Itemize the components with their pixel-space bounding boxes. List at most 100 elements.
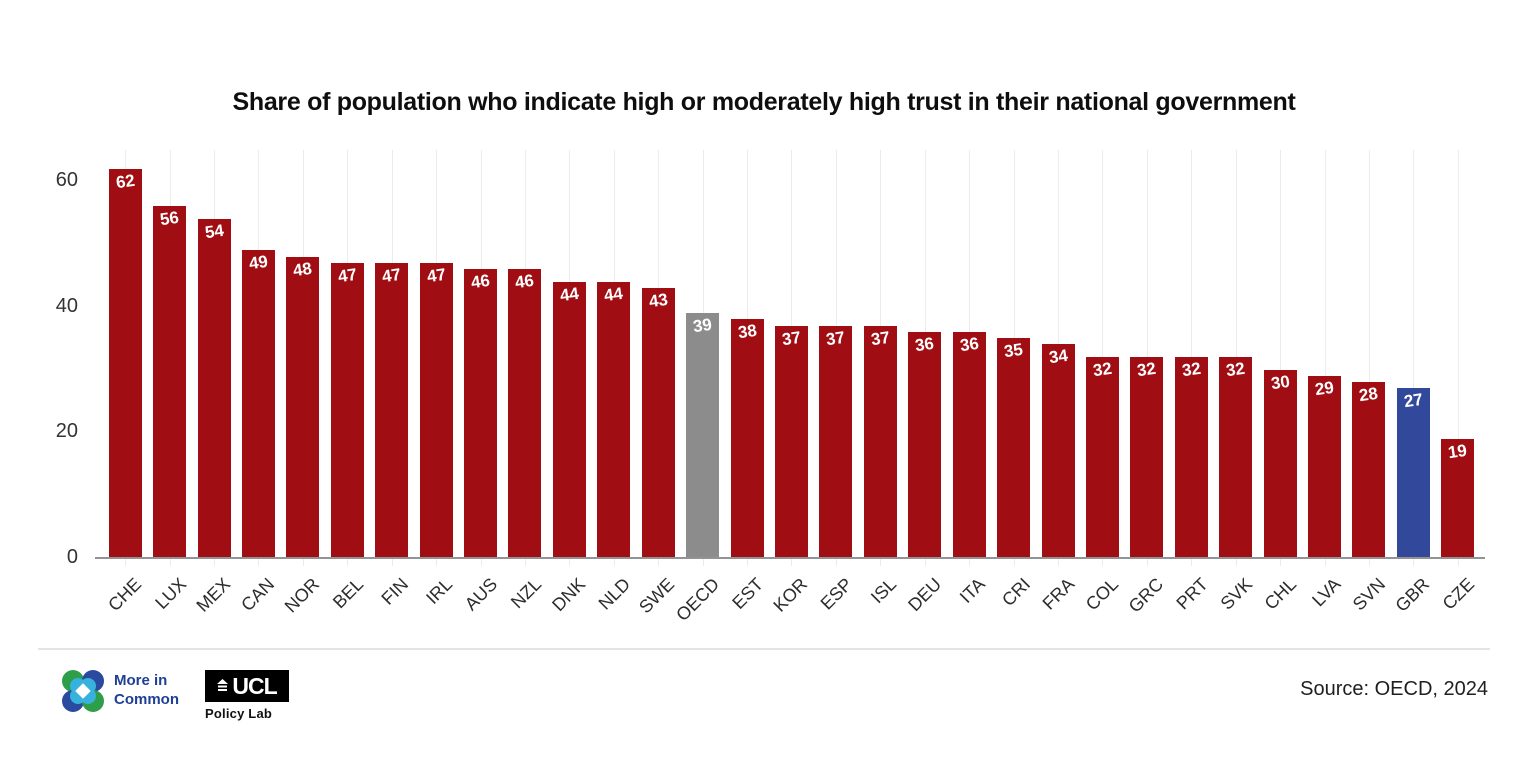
bar-column: 19 CZE: [1436, 150, 1480, 614]
source-caption: Source: OECD, 2024: [1300, 678, 1488, 700]
bar-SVK: 32: [1219, 357, 1253, 558]
x-axis-baseline: [95, 557, 1485, 559]
x-axis-tick-label: NZL: [506, 574, 546, 613]
bar-value-label: 49: [247, 252, 270, 274]
bar-value-label: 34: [1047, 346, 1069, 368]
bar-value-label: 37: [780, 327, 803, 349]
bar-value-label: 36: [958, 333, 980, 356]
vertical-gridline: [1457, 150, 1459, 566]
bar-CAN: 49: [241, 250, 275, 558]
bar-value-label: 47: [336, 264, 358, 287]
bar-chart-plot-area: 62 CHE 56 LUX 54 MEX 49 CAN 48 NOR 47 BEL 47 FIN 47 IRL…: [103, 150, 1480, 625]
bar-column: 38 EST: [725, 150, 769, 613]
x-axis-tick-label: PRT: [1172, 574, 1212, 614]
bar-LUX: 56: [153, 206, 187, 558]
x-axis-tick-label: CRI: [997, 574, 1034, 611]
bar-column: 32 COL: [1080, 150, 1124, 614]
bar-COL: 32: [1085, 357, 1119, 558]
bar-CHE: 62: [108, 168, 142, 558]
bar-column: 37 ESP: [814, 150, 858, 614]
more-in-common-wordmark: More in Common: [114, 672, 179, 708]
bar-value-label: 46: [469, 270, 492, 293]
x-axis-tick-label: GRC: [1124, 574, 1167, 617]
bar-column: 54 MEX: [192, 150, 236, 616]
y-axis-tick-label: 60: [55, 169, 78, 192]
ucl-policy-lab-logo: UCL Policy Lab: [205, 670, 289, 721]
x-axis-tick-label: LUX: [150, 574, 190, 613]
bar-NZL: 46: [508, 269, 542, 558]
x-axis-tick-label: DEU: [903, 574, 945, 616]
bar-value-label: 39: [691, 314, 714, 337]
x-axis-tick-label: OECD: [671, 574, 723, 625]
x-axis-tick-label: SVN: [1348, 574, 1390, 615]
bar-column: 30 CHL: [1258, 150, 1302, 614]
bar-column: 27 GBR: [1391, 150, 1435, 616]
bar-column: 44 DNK: [547, 150, 591, 615]
bar-value-label: 35: [1002, 339, 1025, 362]
bar-CHL: 30: [1263, 369, 1297, 558]
bar-value-label: 48: [292, 258, 314, 280]
bar-ITA: 36: [952, 331, 986, 558]
bar-column: 32 PRT: [1169, 150, 1213, 613]
bar-value-label: 62: [114, 170, 136, 192]
bar-column: 56 LUX: [147, 150, 191, 613]
x-axis-tick-label: KOR: [769, 574, 812, 616]
bar-BEL: 47: [330, 262, 364, 558]
more-in-common-clover-icon: [62, 670, 104, 712]
bar-value-label: 47: [425, 264, 447, 287]
bar-EST: 38: [730, 319, 764, 558]
y-axis-tick-label: 40: [55, 294, 78, 317]
bar-GRC: 32: [1130, 357, 1164, 558]
bar-NOR: 48: [286, 256, 320, 558]
bar-value-label: 32: [1224, 358, 1247, 381]
bar-column: 32 SVK: [1213, 150, 1257, 614]
x-axis-tick-label: ISL: [867, 574, 901, 608]
x-axis-tick-label: FIN: [377, 574, 412, 609]
bar-value-label: 32: [1091, 358, 1114, 381]
bar-CRI: 35: [997, 338, 1031, 558]
ucl-portico-icon: [217, 679, 229, 691]
bar-IRL: 47: [419, 262, 453, 558]
bar-DNK: 44: [552, 281, 586, 558]
bar-value-label: 46: [514, 270, 536, 293]
bar-column: 34 FRA: [1036, 150, 1080, 614]
bar-column: 62 CHE: [103, 150, 147, 615]
x-axis-tick-label: CHL: [1260, 574, 1301, 614]
bar-ISL: 37: [863, 325, 897, 558]
x-axis-tick-label: COL: [1082, 574, 1123, 615]
x-axis-tick-label: NOR: [280, 574, 324, 617]
bar-column: 47 FIN: [370, 150, 414, 609]
bar-column: 29 LVA: [1302, 150, 1346, 610]
vertical-gridline: [1280, 150, 1282, 566]
bar-SWE: 43: [641, 287, 675, 558]
x-axis-tick-label: CZE: [1438, 574, 1478, 614]
x-axis-tick-label: SVK: [1216, 574, 1256, 614]
x-axis-tick-label: ITA: [956, 574, 990, 608]
bar-value-label: 36: [913, 333, 936, 356]
vertical-gridline: [1368, 150, 1370, 566]
bar-ESP: 37: [819, 325, 853, 558]
x-axis-tick-label: EST: [728, 574, 768, 613]
bar-value-label: 43: [647, 289, 669, 312]
bar-column: 32 GRC: [1125, 150, 1169, 616]
bar-value-label: 30: [1269, 371, 1291, 393]
x-axis-tick-label: BEL: [329, 574, 368, 613]
bar-value-label: 54: [203, 220, 225, 243]
bar-value-label: 32: [1180, 358, 1202, 381]
x-axis-tick-label: NLD: [594, 574, 634, 614]
bar-column: 47 BEL: [325, 150, 369, 612]
bar-column: 36 DEU: [903, 150, 947, 615]
bar-value-label: 27: [1402, 390, 1424, 412]
x-axis-tick-label: ESP: [816, 574, 857, 614]
bar-KOR: 37: [774, 325, 808, 558]
x-axis-tick-label: CAN: [237, 574, 279, 616]
bar-value-label: 28: [1358, 383, 1380, 406]
vertical-gridline: [1324, 150, 1326, 566]
bar-value-label: 38: [736, 321, 758, 343]
x-axis-tick-label: CHE: [104, 574, 146, 616]
vertical-gridline: [1413, 150, 1415, 566]
y-axis-tick-label: 20: [55, 420, 78, 443]
x-axis-tick-label: IRL: [422, 574, 457, 608]
bar-column: 46 AUS: [458, 150, 502, 614]
bar-CZE: 19: [1441, 438, 1475, 558]
